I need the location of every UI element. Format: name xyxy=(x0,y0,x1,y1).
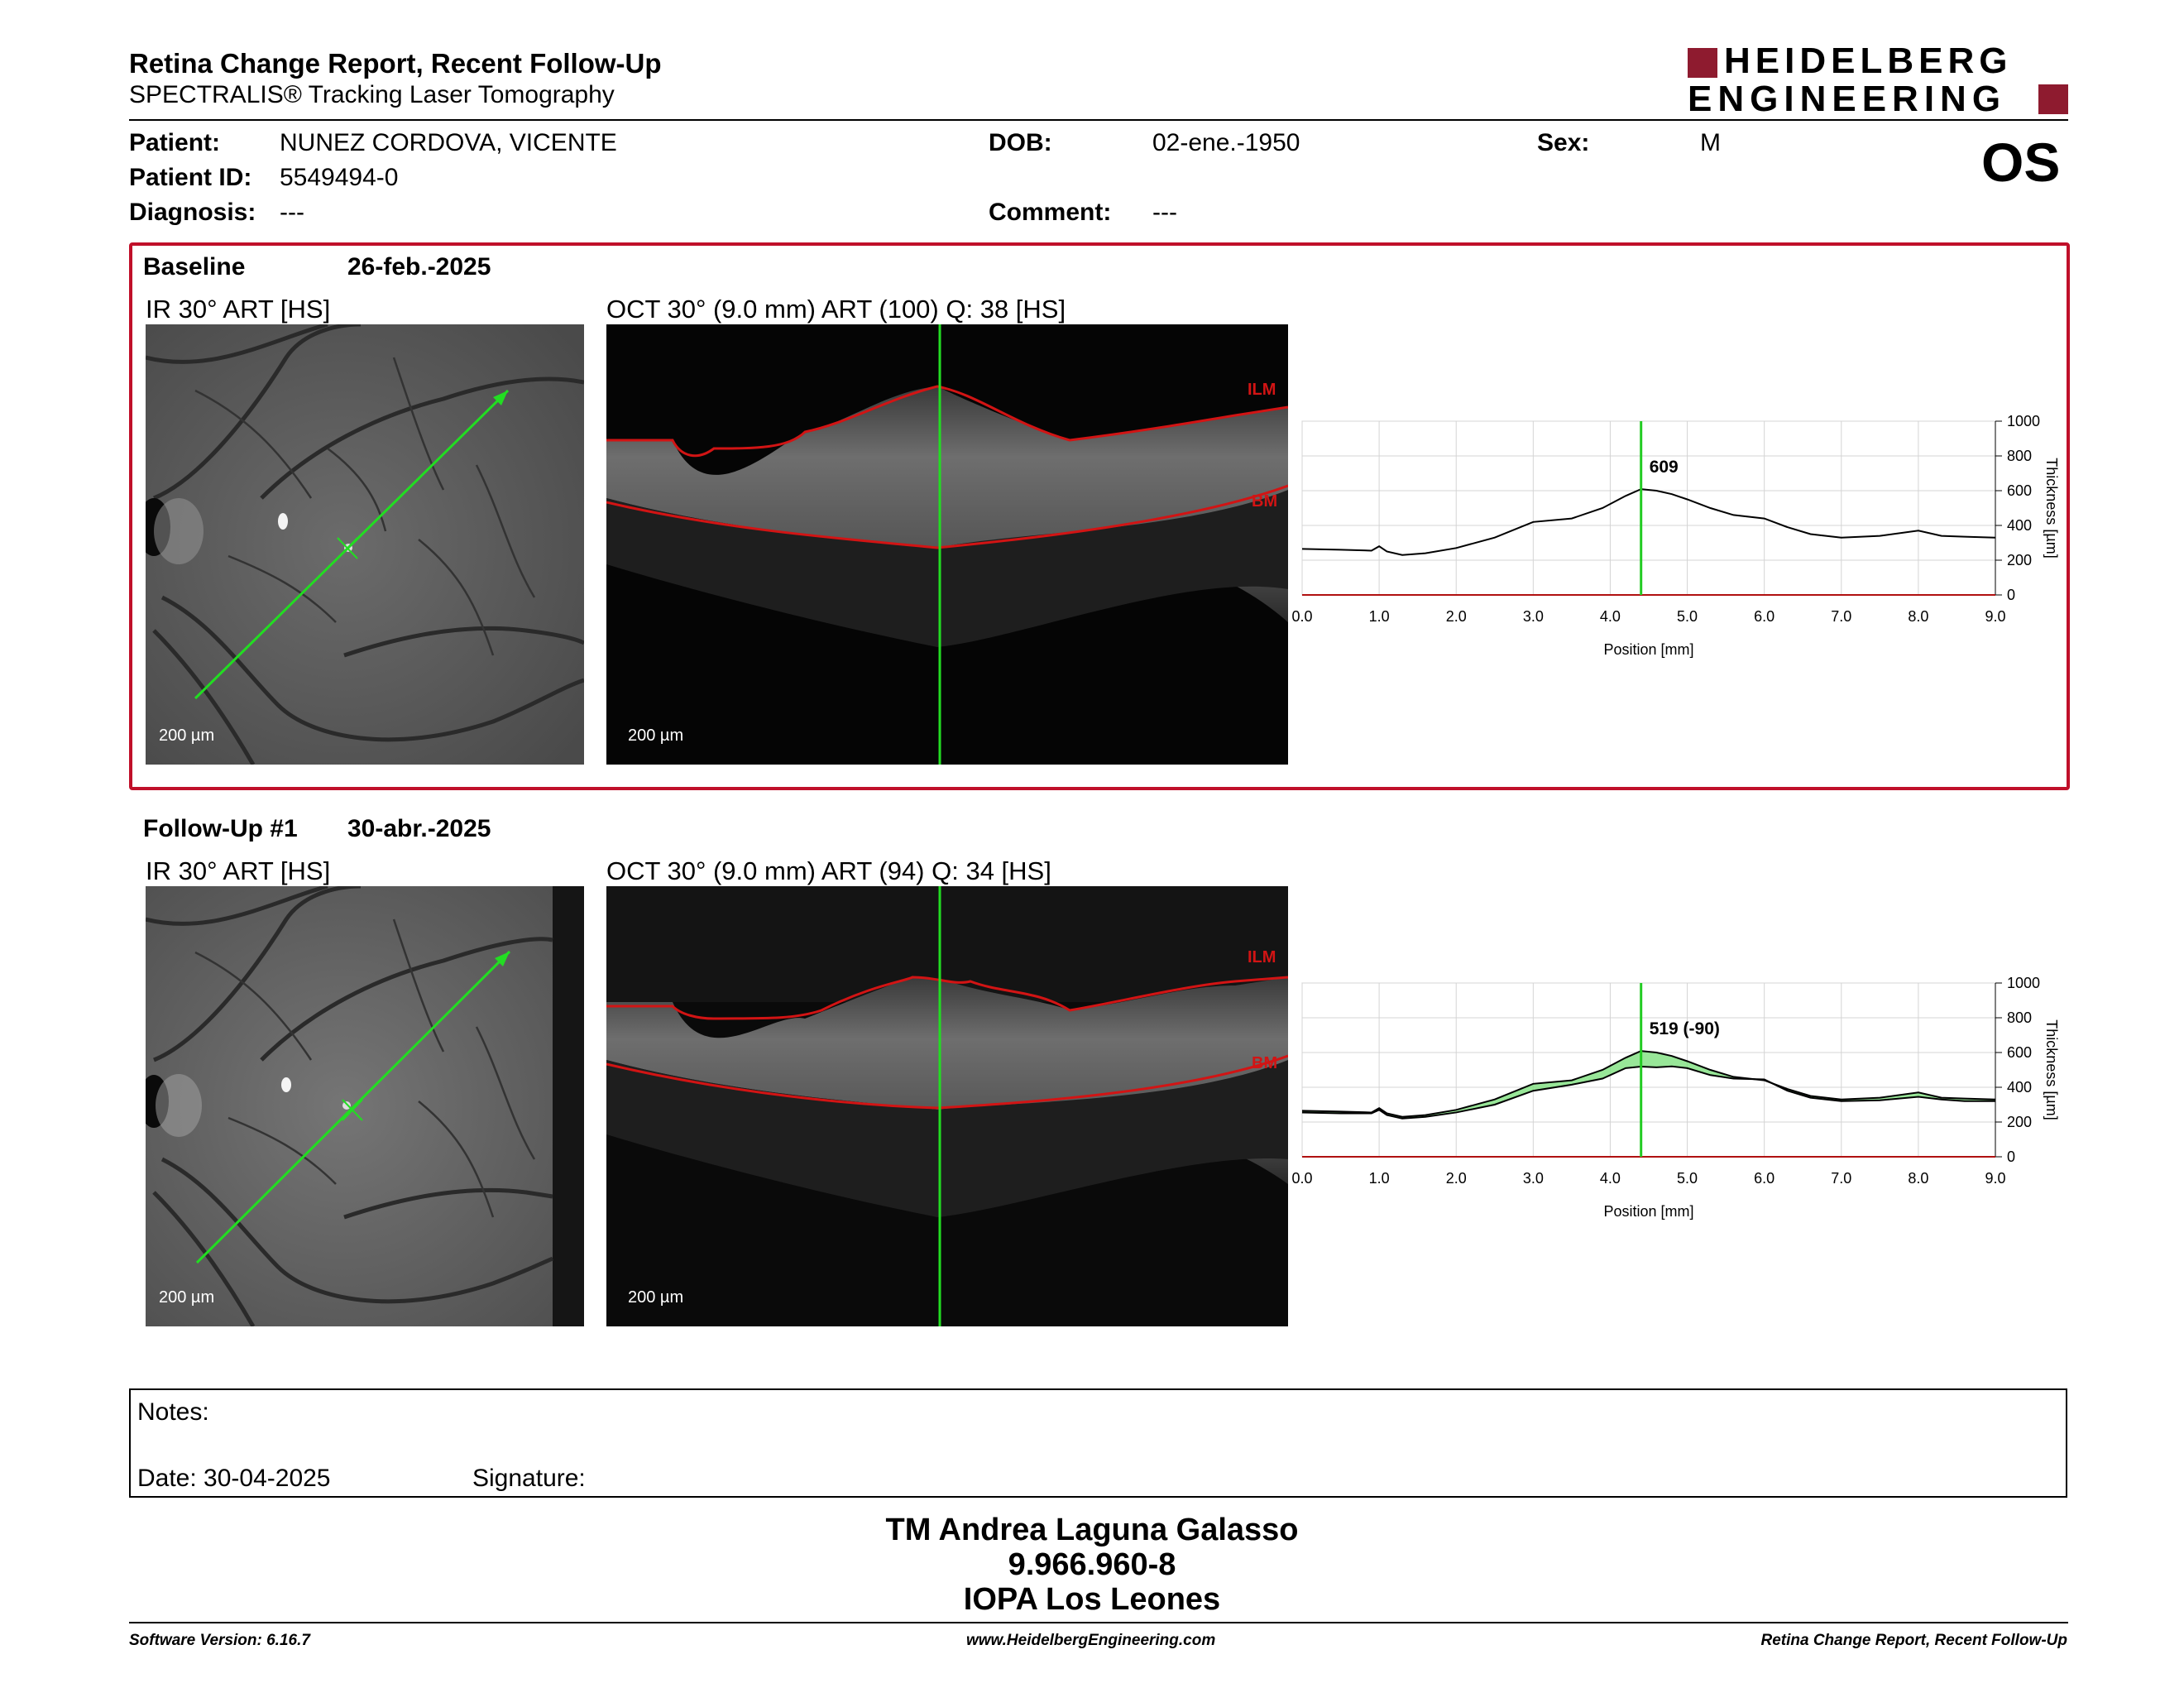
x-tick-label: 5.0 xyxy=(1677,1170,1698,1187)
followup-bm-label: BM xyxy=(1252,1054,1277,1072)
eye-indicator: OS xyxy=(1981,132,2061,193)
y-tick-label: 200 xyxy=(2007,552,2032,568)
thickness-line-series-2 xyxy=(1301,1065,1995,1120)
plot-area xyxy=(1301,420,1996,596)
x-tick-label: 1.0 xyxy=(1369,608,1390,625)
y-tick-label: 0 xyxy=(2007,1149,2015,1165)
x-axis-label: Position [mm] xyxy=(1603,1203,1693,1220)
baseline-ilm-label: ILM xyxy=(1248,381,1276,399)
cursor-value-label: 609 xyxy=(1650,458,1679,477)
x-tick-label: 0.0 xyxy=(1291,608,1312,625)
x-tick-label: 6.0 xyxy=(1754,1170,1774,1187)
x-tick-label: 8.0 xyxy=(1908,1170,1928,1187)
logo-line-1: HEIDELBERG xyxy=(1724,41,2013,81)
comment-value: --- xyxy=(1152,199,1177,226)
x-tick-label: 1.0 xyxy=(1369,1170,1390,1187)
y-axis-label: Thickness [µm] xyxy=(2043,458,2060,558)
baseline-panel xyxy=(129,242,2070,790)
thickness-line-series-1 xyxy=(1301,1050,1996,1118)
followup-thickness-chart: 0.0 1.0 2.0 3.0 4.0 5.0 6.0 7.0 8.0 9.00 200 400 600… xyxy=(1291,975,2060,1220)
report-title: Retina Change Report, Recent Follow-Up xyxy=(129,48,662,79)
baseline-label: Baseline xyxy=(143,253,246,281)
heidelberg-logo: HEIDELBERG ENGINEERING xyxy=(1688,41,2068,119)
y-tick-label: 0 xyxy=(2007,587,2015,603)
x-tick-label: 6.0 xyxy=(1754,608,1774,625)
header-rule xyxy=(129,119,2068,121)
y-tick-label: 800 xyxy=(2007,1009,2032,1026)
y-tick-label: 400 xyxy=(2007,1079,2032,1096)
baseline-oct-scale: 200 µm xyxy=(628,727,684,745)
followup-oct-scale: 200 µm xyxy=(628,1288,684,1307)
x-tick-label: 4.0 xyxy=(1600,608,1621,625)
x-tick-label: 5.0 xyxy=(1677,608,1698,625)
baseline-bm-label: BM xyxy=(1252,492,1277,511)
signatory-name: TM Andrea Laguna Galasso xyxy=(885,1513,1299,1547)
sex-label: Sex: xyxy=(1537,129,1590,156)
x-tick-label: 7.0 xyxy=(1831,1170,1851,1187)
x-tick-label: 0.0 xyxy=(1291,1170,1312,1187)
software-version: Software Version: 6.16.7 xyxy=(129,1632,310,1649)
x-tick-label: 9.0 xyxy=(1985,608,2005,625)
diagnosis-value: --- xyxy=(280,199,304,226)
followup-date: 30-abr.-2025 xyxy=(347,815,491,842)
footer-rule xyxy=(129,1622,2068,1623)
followup-oct-image[interactable]: ILM BM 200 µm xyxy=(606,886,1288,1326)
logo-square-icon xyxy=(1688,48,1717,78)
followup-label: Follow-Up #1 xyxy=(143,815,298,842)
y-tick-label: 200 xyxy=(2007,1114,2032,1130)
sex-value: M xyxy=(1700,129,1721,156)
baseline-oct-image[interactable]: ILM BM 200 µm xyxy=(606,324,1288,765)
logo-square-icon xyxy=(2038,84,2068,114)
followup-ilm-label: ILM xyxy=(1248,948,1276,966)
x-tick-label: 3.0 xyxy=(1523,1170,1544,1187)
baseline-thickness-chart: 0.0 1.0 2.0 3.0 4.0 5.0 6.0 7.0 8.0 9.00 200 400 600… xyxy=(1291,413,2060,658)
x-tick-label: 2.0 xyxy=(1446,1170,1467,1187)
patient-name: NUNEZ CORDOVA, VICENTE xyxy=(280,129,617,156)
comment-label: Comment: xyxy=(989,199,1112,226)
y-tick-label: 600 xyxy=(2007,1044,2032,1061)
signature-label: Signature: xyxy=(472,1465,586,1492)
x-tick-label: 4.0 xyxy=(1600,1170,1621,1187)
thickness-line-series-1 xyxy=(1301,488,1996,556)
followup-ir-title: IR 30° ART [HS] xyxy=(146,856,331,885)
patient-id: 5549494-0 xyxy=(280,164,399,191)
followup-ir-scale: 200 µm xyxy=(159,1288,215,1307)
plot-area xyxy=(1301,982,1996,1158)
difference-area xyxy=(1302,1051,1995,1119)
diagnosis-label: Diagnosis: xyxy=(129,199,256,226)
baseline-ir-image[interactable]: 200 µm xyxy=(146,324,584,765)
x-tick-label: 2.0 xyxy=(1446,608,1467,625)
footer-report-title: Retina Change Report, Recent Follow-Up xyxy=(1760,1632,2067,1649)
patient-id-label: Patient ID: xyxy=(129,164,252,191)
y-tick-label: 800 xyxy=(2007,448,2032,464)
dob-value: 02-ene.-1950 xyxy=(1152,129,1300,156)
signatory-institution: IOPA Los Leones xyxy=(963,1582,1221,1617)
y-axis-label: Thickness [µm] xyxy=(2043,1019,2060,1120)
dob-label: DOB: xyxy=(989,129,1052,156)
baseline-ir-title: IR 30° ART [HS] xyxy=(146,295,331,324)
y-tick-label: 600 xyxy=(2007,482,2032,499)
logo-line-2: ENGINEERING xyxy=(1688,79,2007,119)
cursor-value-label: 519 (-90) xyxy=(1650,1019,1720,1038)
followup-oct-title: OCT 30° (9.0 mm) ART (94) Q: 34 [HS] xyxy=(606,856,1051,885)
x-tick-label: 3.0 xyxy=(1523,608,1544,625)
y-tick-label: 1000 xyxy=(2007,975,2040,991)
notes-box[interactable]: Notes: Date: 30-04-2025 Signature: xyxy=(129,1388,2067,1498)
report-subtitle: SPECTRALIS® Tracking Laser Tomography xyxy=(129,81,615,108)
y-tick-label: 400 xyxy=(2007,517,2032,534)
baseline-ir-scale: 200 µm xyxy=(159,727,215,745)
date-label: Date: 30-04-2025 xyxy=(137,1465,331,1492)
signatory-rut: 9.966.960-8 xyxy=(1008,1547,1176,1582)
x-tick-label: 7.0 xyxy=(1831,608,1851,625)
notes-label: Notes: xyxy=(137,1398,209,1426)
y-tick-label: 1000 xyxy=(2007,413,2040,429)
x-axis-label: Position [mm] xyxy=(1603,641,1693,658)
patient-label: Patient: xyxy=(129,129,221,156)
baseline-oct-title: OCT 30° (9.0 mm) ART (100) Q: 38 [HS] xyxy=(606,295,1066,324)
website-link[interactable]: www.HeidelbergEngineering.com xyxy=(966,1632,1216,1649)
followup-ir-image[interactable]: 200 µm xyxy=(146,886,584,1326)
x-tick-label: 9.0 xyxy=(1985,1170,2005,1187)
x-tick-label: 8.0 xyxy=(1908,608,1928,625)
baseline-date: 26-feb.-2025 xyxy=(347,253,491,281)
